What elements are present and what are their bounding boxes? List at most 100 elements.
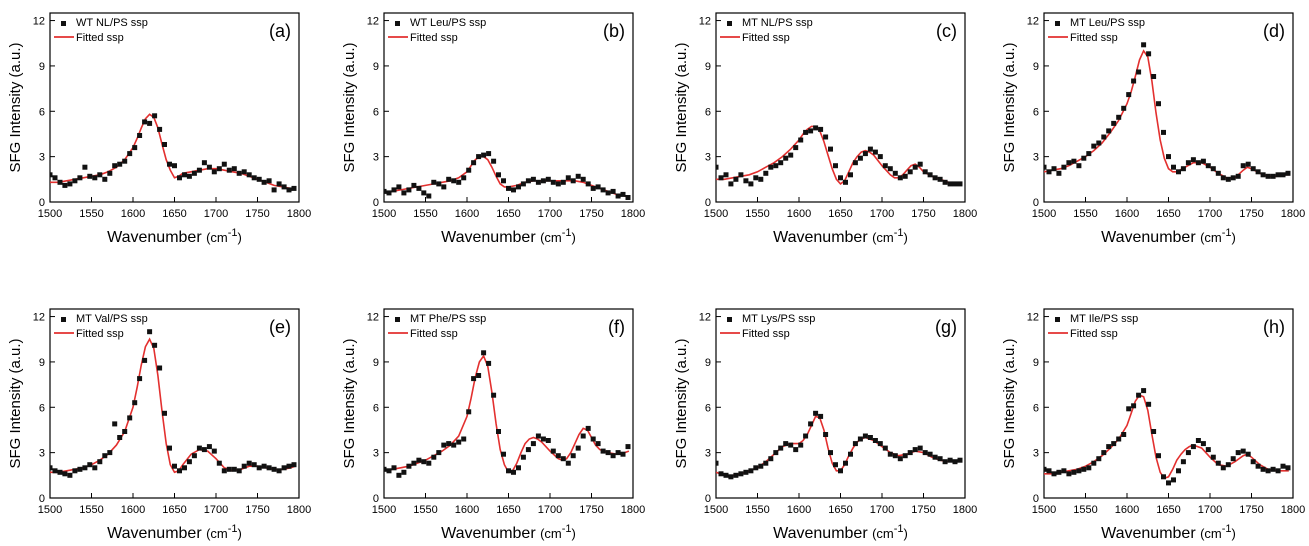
y-axis-title: SFG Intensity (a.u.) (673, 338, 690, 468)
data-point (758, 176, 764, 182)
y-tick-label: 3 (39, 152, 45, 164)
data-point (1210, 454, 1216, 460)
data-point (87, 462, 93, 468)
data-point (386, 468, 392, 474)
data-point (72, 468, 78, 474)
data-point (1121, 432, 1127, 437)
data-point (182, 465, 187, 471)
data-point (1086, 465, 1092, 471)
legend-label-fit: Fitted ssp (1070, 32, 1118, 44)
x-tick-label: 1650 (828, 504, 852, 516)
panel-label: (a) (269, 21, 291, 41)
data-point (952, 181, 958, 187)
data-point (1051, 471, 1057, 477)
data-point (1051, 166, 1057, 172)
plot-area (384, 350, 631, 478)
legend-marker-points (395, 21, 400, 26)
data-point (788, 442, 794, 448)
data-point (271, 466, 277, 472)
plot-area (1044, 388, 1291, 486)
data-point (763, 170, 769, 176)
data-point (872, 438, 878, 443)
data-point (50, 465, 53, 471)
data-point (411, 460, 417, 466)
data-point (932, 454, 938, 460)
x-tick-label: 1550 (79, 504, 103, 516)
data-point (1066, 471, 1072, 477)
y-axis-title: SFG Intensity (a.u.) (1001, 42, 1018, 172)
data-point (793, 447, 799, 453)
data-point (852, 160, 858, 166)
data-point (396, 472, 402, 478)
data-point (1230, 456, 1236, 462)
data-point (191, 170, 197, 176)
data-point (748, 468, 754, 474)
y-tick-label: 9 (1033, 61, 1039, 73)
data-point (286, 187, 292, 193)
data-point (167, 161, 172, 167)
data-point (1141, 42, 1147, 48)
data-point (1200, 441, 1206, 447)
data-point (620, 451, 626, 457)
x-tick-label: 1600 (121, 208, 145, 220)
data-point (867, 435, 873, 440)
data-point (77, 466, 83, 472)
data-point (1185, 160, 1191, 166)
legend-label-fit: Fitted ssp (742, 32, 790, 44)
data-point (887, 166, 893, 172)
data-point (942, 179, 948, 185)
chart-panel-h: 1500 1550 1600 1650 1700 1750 1800 0 3 6 9 12 Wavenu… (1001, 308, 1305, 542)
data-point (625, 195, 631, 200)
data-point (957, 457, 963, 463)
data-point (833, 462, 838, 468)
data-point (1076, 468, 1082, 474)
data-point (102, 453, 108, 459)
data-point (1250, 166, 1256, 172)
x-tick-label: 1700 (204, 504, 228, 516)
data-point (496, 172, 501, 178)
data-point (1285, 170, 1291, 176)
y-tick-label: 12 (699, 16, 711, 28)
data-point (1081, 155, 1087, 161)
data-point (1275, 172, 1281, 178)
data-point (555, 453, 561, 459)
data-point (411, 182, 417, 188)
y-tick-label: 6 (373, 402, 379, 414)
data-point (416, 457, 422, 463)
panel-label: (b) (603, 21, 625, 41)
data-point (1176, 169, 1181, 175)
data-point (595, 184, 601, 190)
y-tick-label: 9 (373, 357, 379, 369)
data-point (177, 468, 182, 474)
data-point (897, 175, 903, 181)
data-point (912, 164, 918, 170)
data-point (1275, 468, 1281, 474)
data-point (927, 172, 933, 178)
data-point (251, 175, 257, 181)
data-point (182, 172, 187, 178)
data-point (1096, 456, 1102, 462)
data-point (1111, 120, 1117, 126)
x-tick-label: 1550 (745, 208, 769, 220)
x-tick-label: 1800 (287, 504, 311, 516)
x-tick-label: 1800 (953, 208, 977, 220)
data-point (718, 471, 724, 477)
data-point (172, 463, 177, 469)
y-tick-label: 0 (39, 493, 45, 505)
y-tick-label: 9 (705, 357, 711, 369)
x-tick-label: 1700 (870, 208, 894, 220)
data-point (723, 472, 729, 478)
data-point (251, 462, 257, 468)
data-point (246, 172, 252, 178)
x-tick-label: 1600 (1115, 208, 1139, 220)
data-point (892, 170, 898, 176)
data-point (1245, 161, 1251, 167)
data-point (211, 448, 217, 454)
data-point (620, 191, 626, 197)
data-point (1235, 450, 1241, 456)
data-point (456, 179, 462, 185)
data-point (196, 445, 202, 451)
legend-marker-points (1055, 317, 1060, 322)
series-fitted-line (716, 125, 961, 185)
data-point (813, 410, 819, 416)
